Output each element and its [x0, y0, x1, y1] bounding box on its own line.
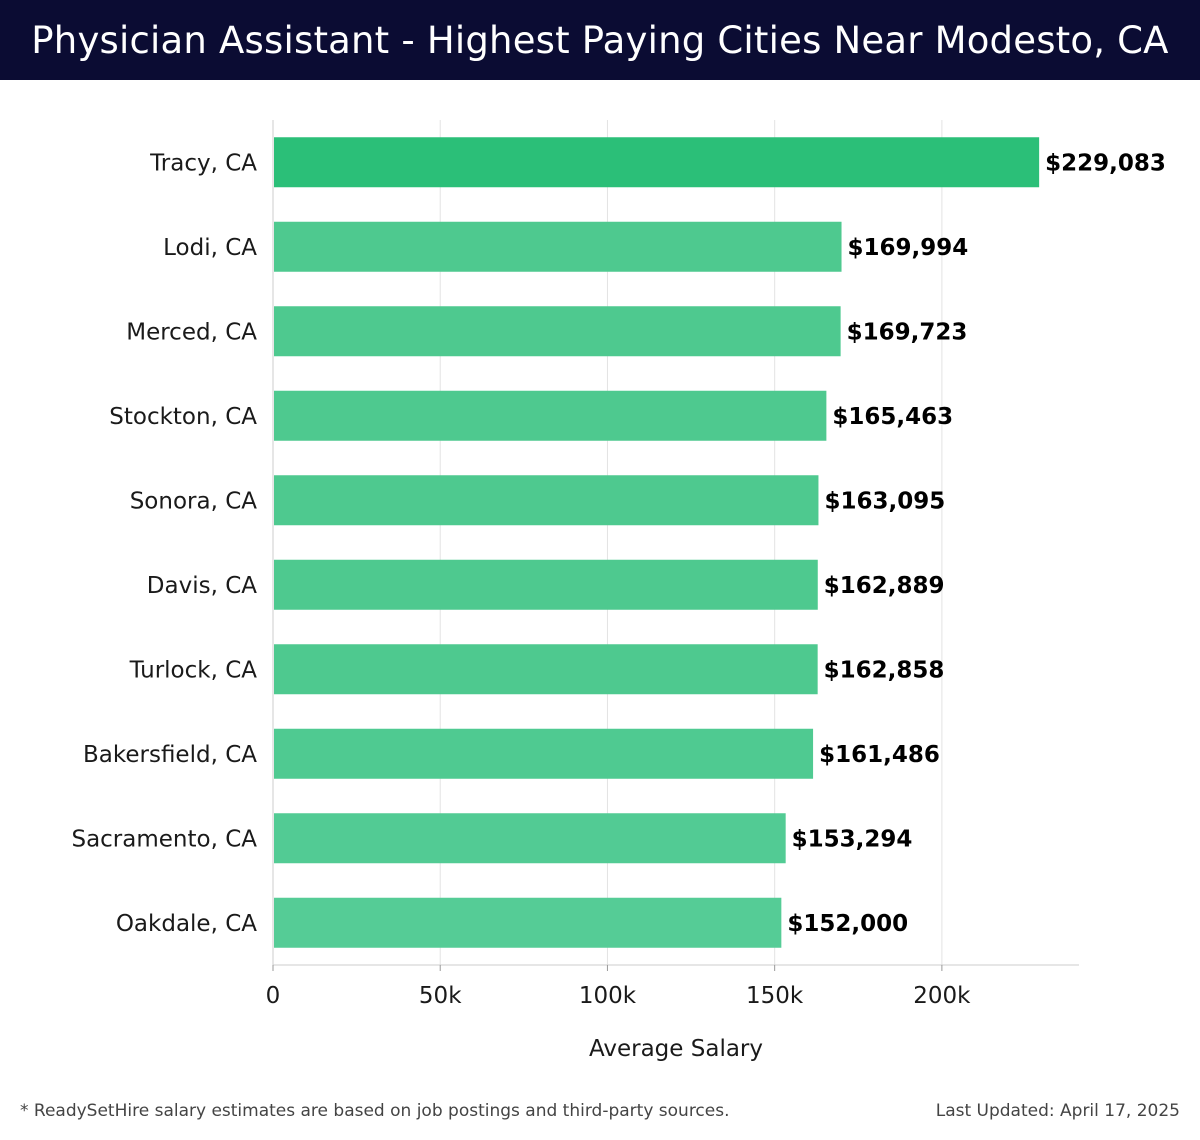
value-label-9: $152,000: [787, 911, 908, 937]
bar-4: [274, 475, 819, 526]
bar-1: [274, 221, 842, 272]
x-tick-label-2: 100k: [579, 983, 637, 1009]
category-label-4: Sonora, CA: [130, 488, 258, 514]
footnote: * ReadySetHire salary estimates are base…: [20, 1101, 730, 1121]
category-label-2: Merced, CA: [126, 319, 257, 345]
bar-8: [274, 813, 786, 864]
salary-bar-chart: Tracy, CA $229,083 Lodi, CA $169,994 Merced,…: [71, 120, 1166, 1062]
bar-9: [274, 897, 782, 948]
x-tick-label-3: 150k: [746, 983, 804, 1009]
bar-7: [274, 728, 814, 779]
category-label-1: Lodi, CA: [163, 235, 257, 261]
value-label-1: $169,994: [848, 235, 969, 261]
bar-0: [274, 137, 1040, 188]
value-label-0: $229,083: [1045, 150, 1166, 176]
category-label-7: Bakersfield, CA: [83, 742, 257, 768]
category-label-0: Tracy, CA: [149, 150, 257, 176]
chart-title: Physician Assistant - Highest Paying Cit…: [31, 18, 1169, 62]
bar-3: [274, 390, 827, 441]
value-label-7: $161,486: [819, 742, 940, 768]
category-label-9: Oakdale, CA: [116, 911, 257, 937]
last-updated: Last Updated: April 17, 2025: [935, 1101, 1180, 1121]
bar-2: [274, 306, 841, 357]
value-label-2: $169,723: [847, 319, 968, 345]
value-label-5: $162,889: [824, 573, 945, 599]
x-tick-label-0: 0: [266, 983, 281, 1009]
value-label-3: $165,463: [832, 404, 953, 430]
chart-header: Physician Assistant - Highest Paying Cit…: [0, 0, 1200, 80]
category-label-5: Davis, CA: [147, 573, 257, 599]
bar-6: [274, 644, 818, 695]
value-label-4: $163,095: [824, 488, 945, 514]
value-label-8: $153,294: [792, 826, 913, 852]
bar-5: [274, 559, 818, 610]
x-axis-title: Average Salary: [589, 1036, 763, 1062]
x-tick-label-4: 200k: [913, 983, 971, 1009]
value-label-6: $162,858: [824, 657, 945, 683]
category-label-6: Turlock, CA: [129, 657, 258, 683]
category-label-8: Sacramento, CA: [71, 826, 257, 852]
x-tick-label-1: 50k: [419, 983, 462, 1009]
category-label-3: Stockton, CA: [109, 404, 257, 430]
